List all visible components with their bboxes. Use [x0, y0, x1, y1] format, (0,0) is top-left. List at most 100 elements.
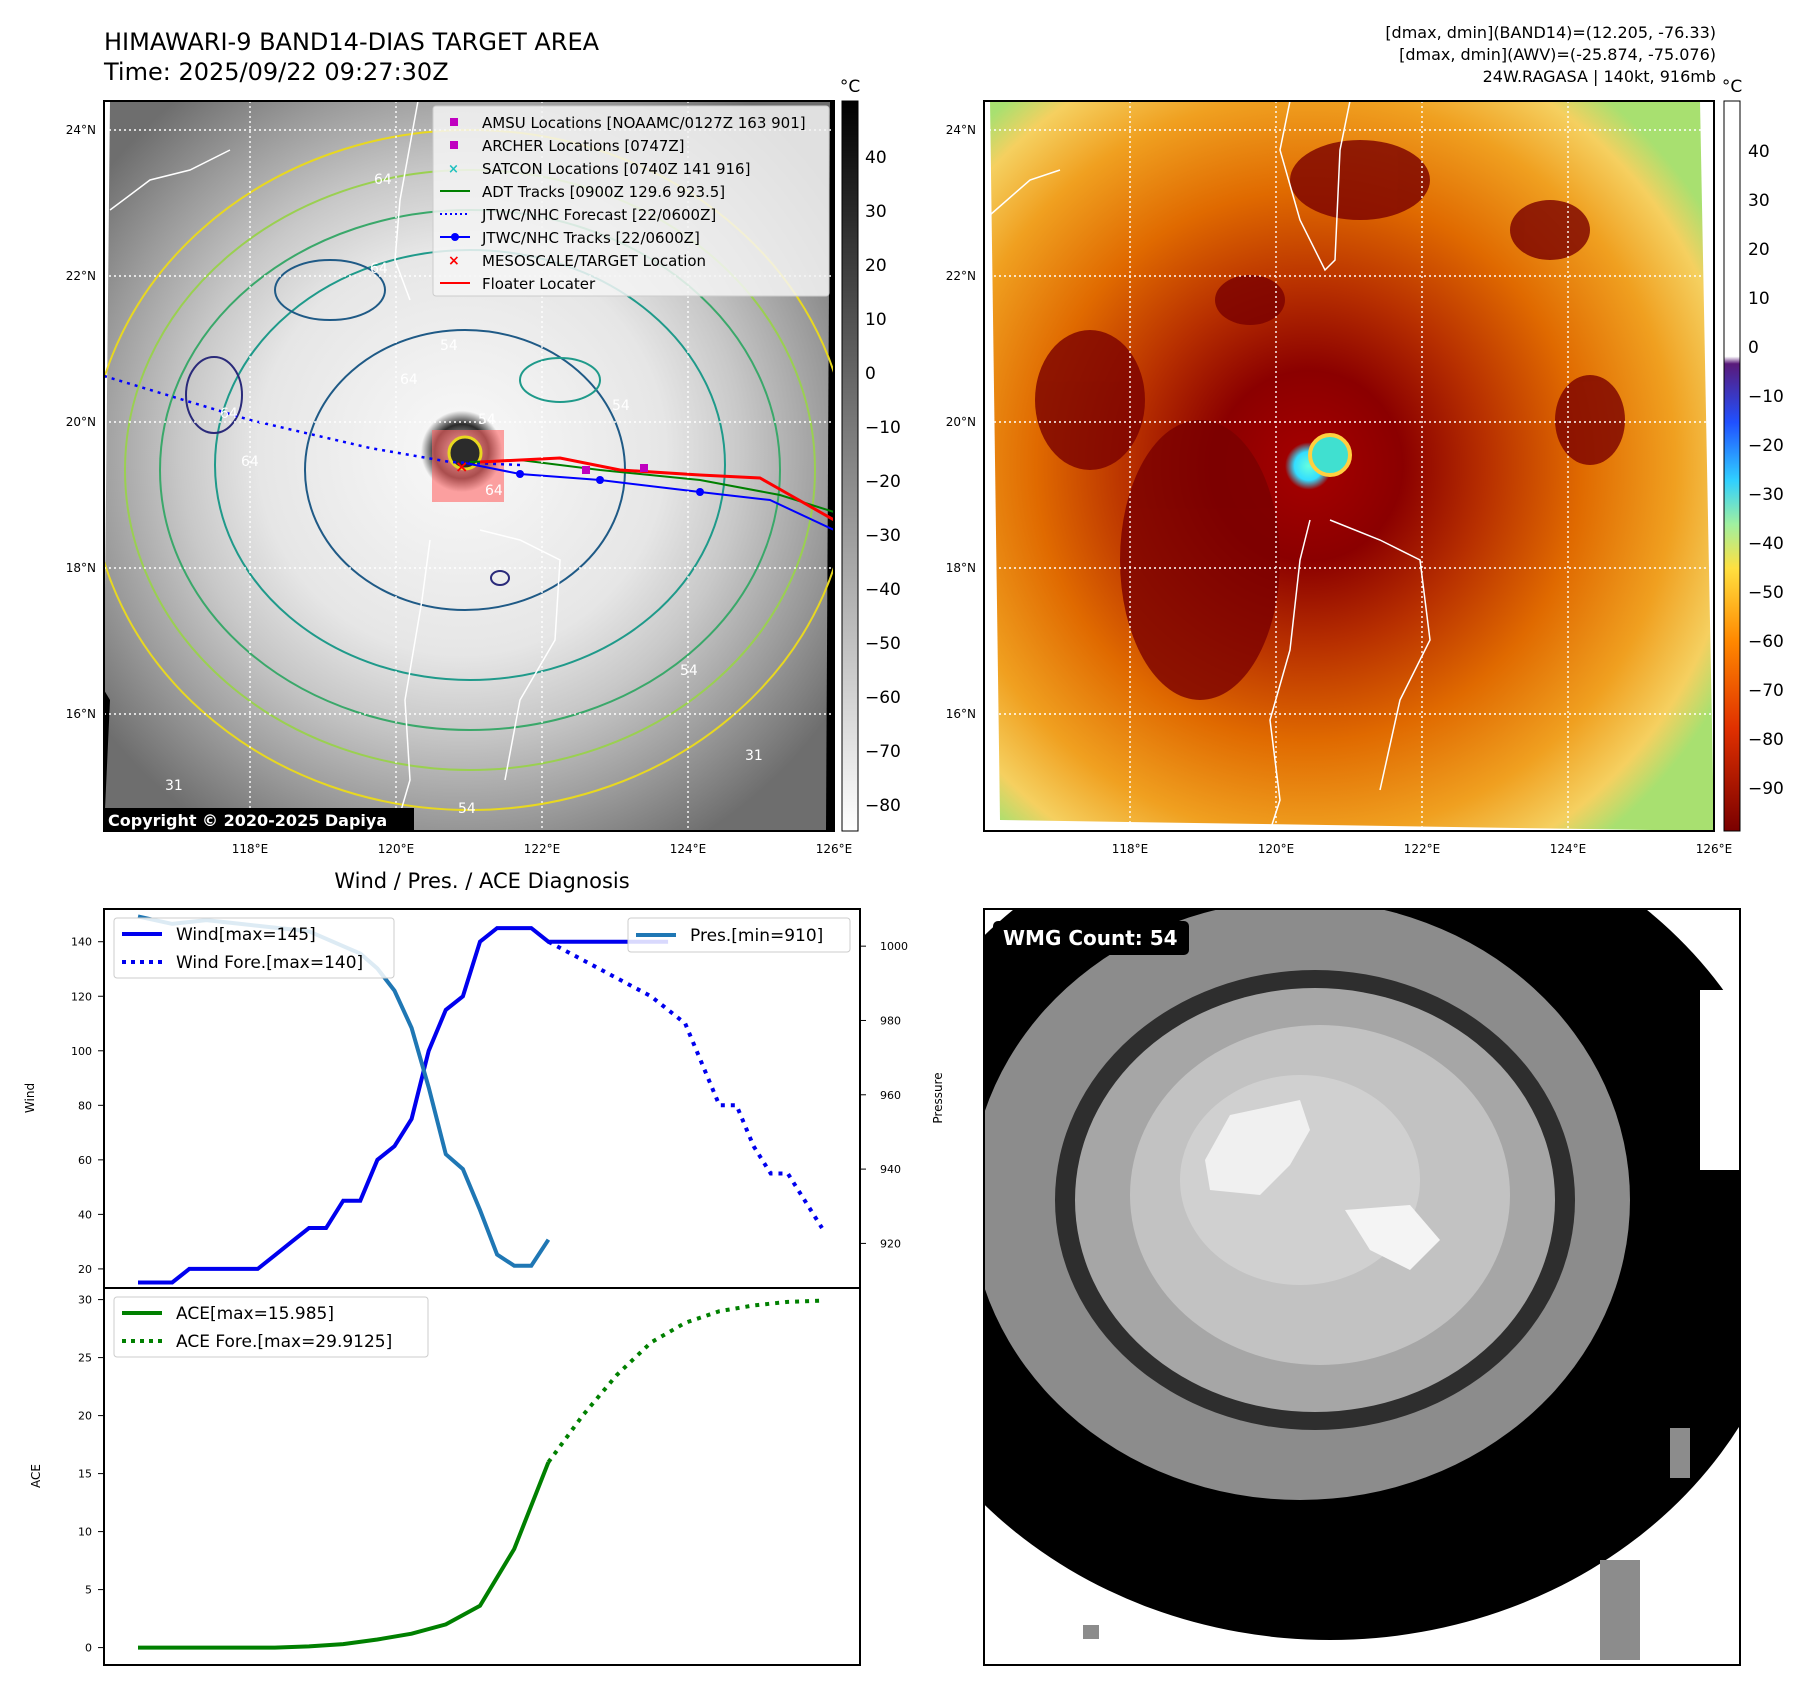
svg-text:−20: −20 [1748, 436, 1784, 456]
jtwc-track-points [516, 470, 704, 496]
svg-text:−80: −80 [1748, 730, 1784, 750]
legend-adt: ADT Tracks [0900Z 129.6 923.5] [482, 183, 725, 201]
wind-ytick-label: 140 [71, 936, 92, 949]
left-lat-labels: 24°N 22°N 20°N 18°N 16°N [66, 123, 96, 721]
svg-text:−90: −90 [1748, 779, 1784, 799]
right-colorbar-ticks: 40 30 20 10 0 −10 −20 −30 −40 −50 −60 −7… [1748, 142, 1784, 799]
svg-text:0: 0 [865, 364, 876, 384]
svg-text:20°N: 20°N [946, 415, 976, 429]
legend-archer-icon [450, 141, 458, 149]
legend-amsu: AMSU Locations [NOAAMC/0127Z 163 901] [482, 114, 806, 132]
svg-text:−20: −20 [865, 472, 901, 492]
svg-text:24°N: 24°N [66, 123, 96, 137]
svg-text:−40: −40 [865, 580, 901, 600]
pressure-axis-label: Pressure [931, 1072, 945, 1123]
svg-text:10: 10 [1748, 289, 1770, 309]
stats-awv: [dmax, dmin](AWV)=(-25.874, -75.076) [1399, 45, 1716, 64]
svg-text:54: 54 [680, 663, 698, 679]
amsu-marker [582, 466, 590, 474]
svg-text:−60: −60 [1748, 632, 1784, 652]
pressure-ytick-label: 1000 [880, 940, 908, 953]
ace-ytick-label: 15 [78, 1468, 92, 1481]
right-gridlines [984, 101, 1714, 831]
svg-text:124°E: 124°E [670, 842, 707, 856]
wmg-panel: WMG Count: 54 [983, 908, 1741, 1666]
ace-chart: 0 5 10 15 20 25 30 ACE ACE[max=15.985] ACE For… [29, 1287, 861, 1666]
legend-wind-fore: Wind Fore.[max=140] [176, 953, 363, 973]
storm-eye-color [1308, 433, 1352, 477]
right-ir-map: 24°N 22°N 20°N 18°N 16°N 118°E 120°E 122… [946, 77, 1784, 856]
svg-text:120°E: 120°E [378, 842, 415, 856]
right-lon-labels: 118°E 120°E 122°E 124°E 126°E [1112, 842, 1733, 856]
floater-locater-track [479, 456, 834, 522]
svg-text:22°N: 22°N [66, 269, 96, 283]
wind-ytick-label: 20 [78, 1263, 92, 1276]
diagnosis-title: Wind / Pres. / ACE Diagnosis [334, 869, 629, 893]
legend-satcon: SATCON Locations [0740Z 141 916] [482, 160, 750, 178]
contour-labels: 64 64 64 54 54 54 64 64 64 31 31 54 54 [165, 172, 763, 817]
svg-text:31: 31 [745, 748, 763, 764]
wind-ytick-label: 40 [78, 1208, 92, 1221]
svg-text:54: 54 [440, 338, 458, 354]
series-wind [138, 926, 669, 1285]
coastlines [109, 101, 561, 831]
wmg-label-bg [993, 921, 1189, 955]
left-map-legend: AMSU Locations [NOAAMC/0127Z 163 901] AR… [432, 105, 830, 297]
svg-text:−30: −30 [1748, 485, 1784, 505]
svg-text:30: 30 [1748, 191, 1770, 211]
pressure-ytick-label: 920 [880, 1237, 901, 1250]
legend-satcon-icon: × [448, 162, 459, 177]
storm-info: 24W.RAGASA | 140kt, 916mb [1483, 67, 1716, 86]
wind-axis-label: Wind [23, 1083, 37, 1113]
svg-text:−70: −70 [1748, 681, 1784, 701]
wind-ytick-label: 100 [71, 1045, 92, 1058]
svg-text:54: 54 [478, 412, 496, 428]
left-lon-labels: 118°E 120°E 122°E 124°E 126°E [232, 842, 853, 856]
ace-ytick-label: 25 [78, 1352, 92, 1365]
legend-track: JTWC/NHC Tracks [22/0600Z] [481, 229, 700, 247]
svg-text:16°N: 16°N [946, 707, 976, 721]
svg-text:20°N: 20°N [66, 415, 96, 429]
legend-forecast: JTWC/NHC Forecast [22/0600Z] [481, 206, 716, 224]
right-lat-labels: 24°N 22°N 20°N 18°N 16°N [946, 123, 976, 721]
figure-time: Time: 2025/09/22 09:27:30Z [103, 58, 449, 86]
ace-ytick-label: 5 [85, 1584, 92, 1597]
svg-text:31: 31 [165, 778, 183, 794]
legend-archer: ARCHER Locations [0747Z] [482, 137, 685, 155]
ace-legend: ACE[max=15.985] ACE Fore.[max=29.9125] [113, 1296, 429, 1358]
svg-text:−80: −80 [865, 796, 901, 816]
wmg-warm-cluster-2 [1345, 1205, 1440, 1270]
figure-title: HIMAWARI-9 BAND14-DIAS TARGET AREA [104, 28, 600, 56]
jtwc-track [464, 462, 834, 531]
pressure-ytick-label: 980 [880, 1014, 901, 1027]
pressure-ytick-label: 940 [880, 1163, 901, 1176]
right-colorbar [1723, 100, 1741, 832]
legend-target-icon: × [448, 253, 460, 269]
svg-text:20: 20 [865, 256, 887, 276]
cold-cloud-patches [1035, 140, 1625, 700]
svg-text:−10: −10 [865, 418, 901, 438]
svg-text:−30: −30 [865, 526, 901, 546]
svg-text:120°E: 120°E [1258, 842, 1295, 856]
ace-ytick-label: 10 [78, 1526, 92, 1539]
left-ir-map: × 64 64 64 54 54 54 64 64 64 31 31 54 54 [66, 77, 901, 856]
legend-target: MESOSCALE/TARGET Location [482, 252, 706, 270]
left-colorbar-unit: °C [840, 77, 860, 97]
stats-band14: [dmax, dmin](BAND14)=(12.205, -76.33) [1385, 23, 1716, 42]
svg-text:22°N: 22°N [946, 269, 976, 283]
ace-axis-label: ACE [29, 1464, 43, 1488]
svg-text:20: 20 [1748, 240, 1770, 260]
ace-ytick-label: 30 [78, 1294, 92, 1307]
svg-text:126°E: 126°E [816, 842, 853, 856]
legend-wind: Wind[max=145] [176, 925, 316, 945]
ace-ytick-label: 20 [78, 1410, 92, 1423]
svg-text:40: 40 [1748, 142, 1770, 162]
pressure-legend: Pres.[min=910] [627, 917, 851, 953]
wmg-count: WMG Count: 54 [1003, 926, 1178, 950]
left-colorbar [841, 100, 859, 832]
svg-text:64: 64 [220, 406, 238, 422]
svg-text:122°E: 122°E [1404, 842, 1441, 856]
archer-marker [640, 464, 648, 472]
legend-ace-fore: ACE Fore.[max=29.9125] [176, 1332, 392, 1352]
